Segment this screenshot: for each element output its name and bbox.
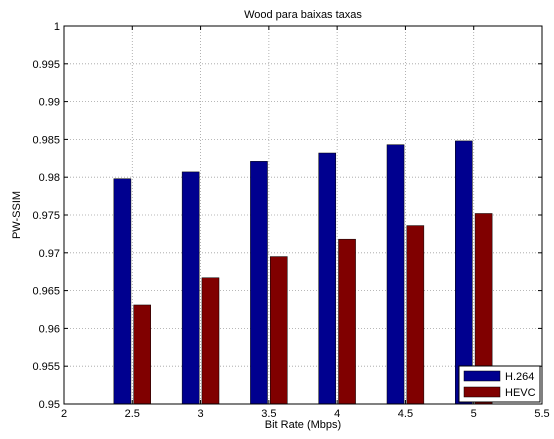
x-tick-label: 5.5 bbox=[534, 408, 549, 420]
legend: H.264 HEVC bbox=[458, 365, 541, 403]
y-tick-label: 0.98 bbox=[39, 172, 60, 184]
x-tick-label: 4 bbox=[334, 408, 340, 420]
legend-swatch-hevc bbox=[463, 386, 501, 398]
bar-h264 bbox=[455, 140, 473, 405]
grid-lines bbox=[64, 26, 542, 404]
y-tick-label: 0.97 bbox=[39, 248, 60, 260]
x-axis-label: Bit Rate (Mbps) bbox=[265, 419, 341, 431]
y-tick-label: 0.96 bbox=[39, 323, 60, 335]
x-tick-labels: 2 2.5 3 3.5 4 4.5 5 5.5 bbox=[61, 408, 550, 420]
bar-hevc bbox=[269, 256, 288, 405]
bar-hevc bbox=[338, 238, 356, 405]
y-tick-label: 0.99 bbox=[39, 97, 60, 109]
bar-hevc bbox=[133, 304, 151, 405]
x-tick-label: 5 bbox=[471, 408, 477, 420]
bar-hevc bbox=[406, 225, 425, 405]
y-axis-label: PW-SSIM bbox=[11, 191, 23, 239]
y-tick-label: 0.965 bbox=[32, 286, 60, 298]
y-tick-label: 0.955 bbox=[32, 361, 60, 373]
x-tick-label: 2 bbox=[61, 408, 67, 420]
bar-h264 bbox=[386, 144, 405, 405]
bar-h264 bbox=[113, 178, 132, 405]
x-tick-label: 2.5 bbox=[125, 408, 140, 420]
legend-label-h264: H.264 bbox=[505, 371, 534, 383]
y-tick-label: 0.985 bbox=[32, 134, 60, 146]
x-tick-label: 4.5 bbox=[398, 408, 413, 420]
bar-h264 bbox=[250, 161, 268, 405]
bar-h264 bbox=[318, 152, 337, 405]
y-tick-label: 1 bbox=[54, 21, 60, 33]
chart-title: Wood para baixas taxas bbox=[244, 9, 362, 21]
x-tick-label: 3.5 bbox=[261, 408, 276, 420]
legend-label-hevc: HEVC bbox=[505, 387, 536, 399]
axis-ticks bbox=[63, 25, 543, 405]
y-tick-label: 0.995 bbox=[32, 59, 60, 71]
x-tick-label: 3 bbox=[198, 408, 204, 420]
y-tick-label: 0.975 bbox=[32, 210, 60, 222]
y-tick-label: 0.95 bbox=[39, 399, 60, 411]
legend-swatch-h264 bbox=[463, 370, 501, 382]
bar-h264 bbox=[181, 171, 200, 405]
y-tick-labels: 0.95 0.955 0.96 0.965 0.97 0.975 0.98 0.985 0.99… bbox=[32, 21, 60, 411]
bars bbox=[113, 140, 493, 405]
bar-hevc bbox=[201, 277, 220, 405]
